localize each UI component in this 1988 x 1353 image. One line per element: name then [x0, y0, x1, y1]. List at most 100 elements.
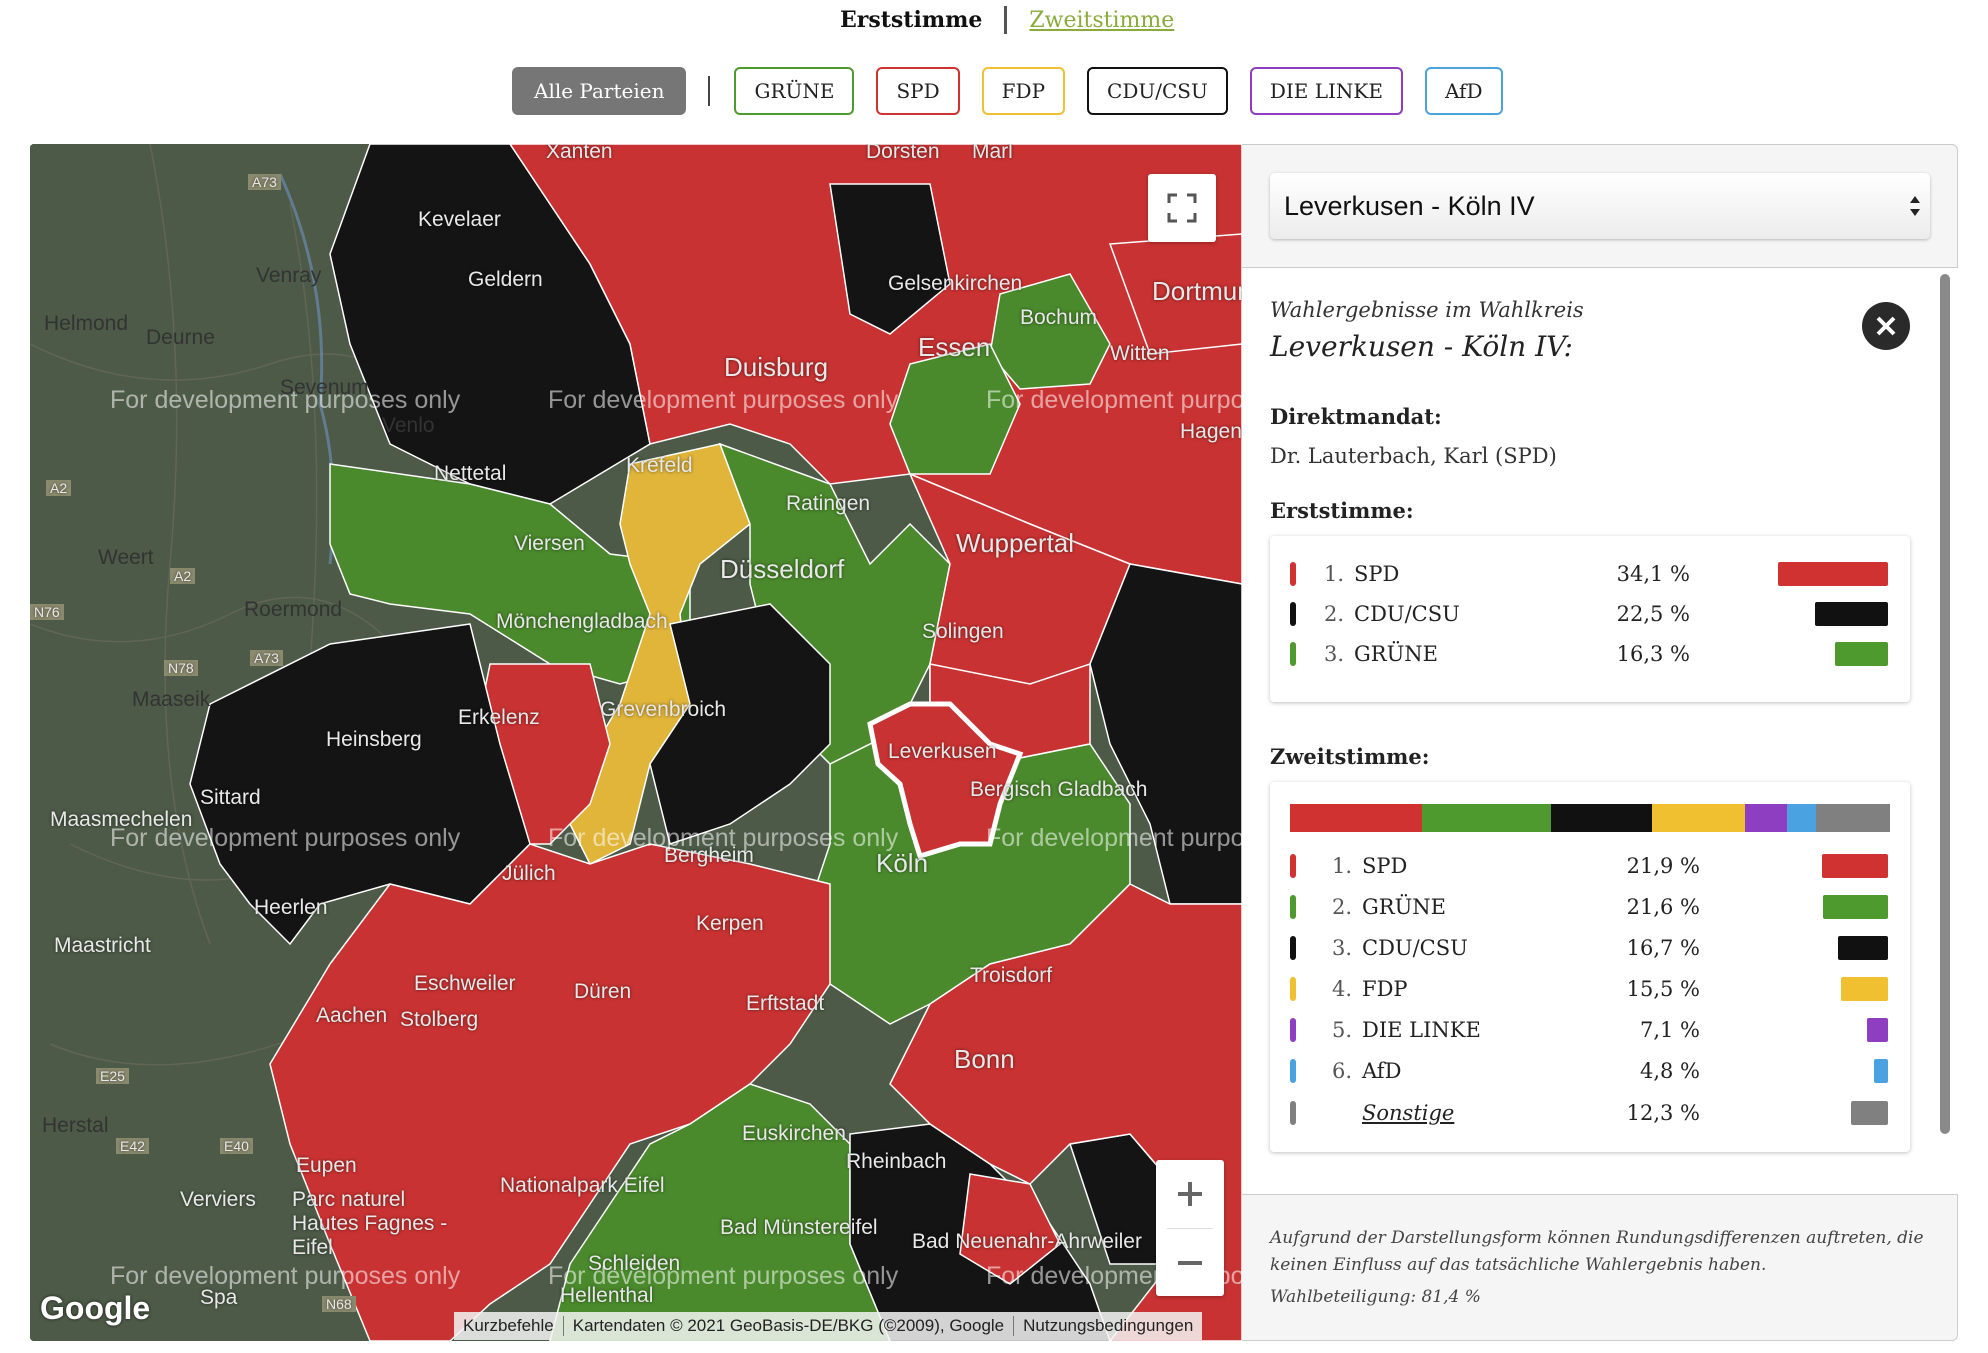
- district-region[interactable]: [549, 1083, 891, 1341]
- road-label: E25: [96, 1068, 129, 1084]
- stacked-bar-segment: [1551, 804, 1652, 832]
- vote-percent: 22,5 %: [1616, 602, 1690, 626]
- plus-icon: [1178, 1182, 1202, 1206]
- district-region[interactable]: [329, 463, 691, 685]
- dev-watermark: For development purposes only: [986, 386, 1242, 414]
- terms-link[interactable]: Nutzungsbedingungen: [1023, 1316, 1194, 1335]
- filter-cdu-csu[interactable]: CDU/CSU: [1087, 67, 1228, 115]
- zweitstimme-tab[interactable]: Zweitstimme: [1029, 7, 1175, 33]
- map-place-label: Nationalpark Eifel: [500, 1174, 665, 1197]
- erststimme-tab[interactable]: Erststimme: [840, 7, 983, 33]
- road-label: N68: [322, 1296, 356, 1312]
- map-place-label: Bergheim: [664, 844, 754, 867]
- keyboard-shortcuts-link[interactable]: Kurzbefehle: [454, 1316, 564, 1336]
- vote-bar: [1850, 1101, 1888, 1125]
- zoom-out-button[interactable]: [1156, 1229, 1224, 1297]
- map-place-label: Bonn: [954, 1044, 1015, 1074]
- district-title: Leverkusen - Köln IV:: [1270, 330, 1573, 363]
- direct-mandate-name: Dr. Lauterbach, Karl (SPD): [1270, 444, 1557, 468]
- vote-bar: [1822, 854, 1888, 878]
- sonstige-link[interactable]: Sonstige: [1362, 1101, 1455, 1125]
- map-svg[interactable]: [30, 144, 1242, 1341]
- party-name: AfD: [1362, 1059, 1402, 1083]
- election-map[interactable]: Kevelaer Geldern Venray Helmond Deurne S…: [30, 144, 1242, 1341]
- map-place-label: Geldern: [468, 268, 543, 291]
- filter-gruene[interactable]: GRÜNE: [734, 67, 855, 115]
- filter-die-linke[interactable]: DIE LINKE: [1249, 67, 1403, 115]
- map-place-label: Maaseik: [132, 688, 211, 711]
- map-place-label: Hagen: [1180, 420, 1242, 443]
- zoom-divider: [1167, 1228, 1213, 1229]
- map-place-label: Erftstadt: [746, 992, 825, 1015]
- district-region[interactable]: [1089, 563, 1242, 905]
- vote-bar: [1835, 642, 1888, 666]
- vote-percent: 16,7 %: [1626, 936, 1700, 960]
- map-place-label: Kevelaer: [418, 208, 501, 231]
- map-place-label: Heerlen: [254, 896, 328, 919]
- district-region[interactable]: [959, 1173, 1061, 1285]
- results-body[interactable]: Wahlergebnisse im Wahlkreis Leverkusen -…: [1242, 268, 1958, 1195]
- vote-bar: [1778, 562, 1888, 586]
- map-place-label: Essen: [918, 332, 991, 362]
- map-place-label: Eupen: [296, 1154, 357, 1177]
- map-place-label: Bergisch Gladbach: [970, 778, 1148, 801]
- fullscreen-button[interactable]: [1148, 174, 1216, 242]
- direct-mandate-title: Direktmandat:: [1270, 404, 1442, 429]
- filter-spd[interactable]: SPD: [876, 67, 960, 115]
- selected-district-leverkusen-koeln-iv[interactable]: [867, 701, 1024, 860]
- second-vote-row: 3. CDU/CSU 16,7 %: [1270, 928, 1910, 968]
- filter-separator: [708, 76, 711, 106]
- vote-percent: 34,1 %: [1616, 562, 1690, 586]
- map-place-label: Bochum: [1020, 306, 1098, 329]
- map-place-label: Verviers: [180, 1188, 256, 1211]
- zoom-in-button[interactable]: [1156, 1160, 1224, 1228]
- map-place-label: Schleiden: [588, 1252, 681, 1275]
- map-place-label: Nettetal: [434, 462, 507, 485]
- zoom-controls: [1156, 1160, 1224, 1296]
- dev-watermark: For development purposes only: [986, 824, 1242, 852]
- party-color-mark: [1290, 562, 1296, 586]
- close-button[interactable]: [1862, 302, 1910, 350]
- map-place-label: Herstal: [42, 1114, 109, 1137]
- vote-bar: [1815, 602, 1888, 626]
- results-panel: Leverkusen - Köln IV Wahlergebnisse im W…: [1242, 144, 1958, 1341]
- filter-all-parties[interactable]: Alle Parteien: [512, 67, 687, 115]
- rank: 5.: [1331, 1018, 1352, 1042]
- dev-watermark: For development purposes only: [110, 1262, 461, 1290]
- map-place-label: Gelsenkirchen: [888, 272, 1023, 295]
- dev-watermark: For development purposes only: [548, 1262, 899, 1290]
- road-label: N78: [164, 660, 198, 676]
- party-filter-bar: Alle Parteien GRÜNE SPD FDP CDU/CSU DIE …: [512, 66, 1525, 116]
- map-place-label: Ratingen: [786, 492, 871, 515]
- rank: 6.: [1331, 1059, 1352, 1083]
- vote-bar: [1866, 1018, 1888, 1042]
- district-select-value: Leverkusen - Köln IV: [1284, 190, 1535, 221]
- results-scrollbar[interactable]: [1940, 274, 1950, 1134]
- party-name: GRÜNE: [1362, 895, 1446, 919]
- district-select[interactable]: Leverkusen - Köln IV: [1270, 173, 1930, 239]
- dev-watermark: For development purposes only: [548, 386, 899, 414]
- party-color-mark: [1290, 936, 1296, 960]
- map-place-label: Sittard: [200, 786, 261, 809]
- rank: 2.: [1323, 602, 1344, 626]
- map-place-label: Krefeld: [626, 454, 693, 477]
- district-region[interactable]: [829, 183, 951, 335]
- map-place-label: Maasmechelen: [50, 808, 193, 831]
- road-label: E42: [116, 1138, 149, 1154]
- map-place-label: Düren: [574, 980, 632, 1003]
- results-heading: Wahlergebnisse im Wahlkreis: [1270, 298, 1584, 322]
- second-vote-row: 4. FDP 15,5 %: [1270, 969, 1910, 1009]
- minus-icon: [1178, 1261, 1202, 1265]
- district-region[interactable]: [649, 603, 831, 845]
- filter-fdp[interactable]: FDP: [981, 67, 1066, 115]
- map-place-label: Köln: [876, 848, 929, 878]
- road-label: A73: [250, 650, 283, 666]
- filter-afd[interactable]: AfD: [1424, 67, 1503, 115]
- stacked-bar-segment: [1787, 804, 1817, 832]
- road-label: N76: [30, 604, 64, 620]
- map-data-credit: Kartendaten © 2021 GeoBasis-DE/BKG (©200…: [564, 1316, 1015, 1336]
- map-place-label: Bad Neuenahr-Ahrweiler: [912, 1230, 1142, 1253]
- district-region[interactable]: [569, 443, 751, 866]
- map-place-label: Aachen: [316, 1004, 388, 1027]
- district-region[interactable]: [889, 343, 1021, 475]
